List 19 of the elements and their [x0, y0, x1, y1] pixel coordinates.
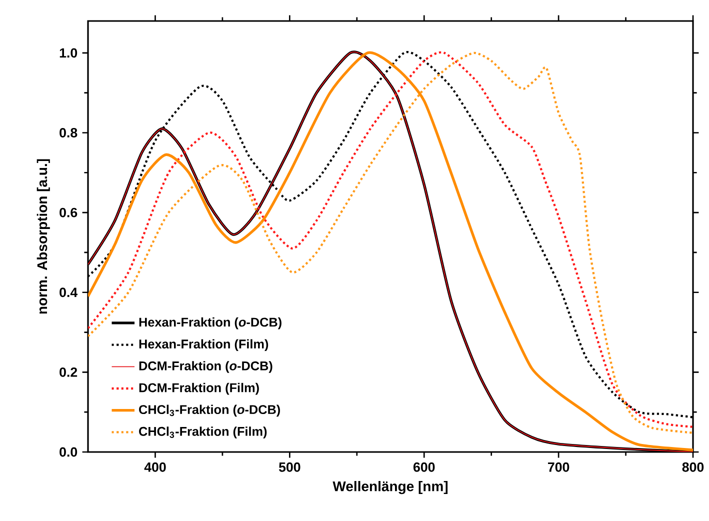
x-tick-label: 400	[144, 462, 166, 472]
legend-label: Hexan-Fraktion (o-DCB)	[139, 317, 282, 330]
legend-label: CHCl$_{3}$-Fraktion (Film)	[139, 426, 267, 438]
x-tick-label: 500	[278, 462, 300, 472]
legend-label: CHCl$_{3}$-Fraktion (o-DCB)	[139, 404, 280, 417]
legend-label: DCM-Fraktion (Film)	[139, 382, 259, 395]
y-tick-label: 0.2	[60, 367, 78, 377]
y-tick-label: 0.6	[60, 208, 78, 218]
x-tick-label: 800	[682, 462, 704, 472]
legend-label: DCM-Fraktion (o-DCB)	[139, 361, 272, 373]
y-tick-label: 1.0	[60, 48, 78, 58]
y-tick-label: 0.0	[60, 447, 78, 457]
y-axis-title: norm. Absorption [a.u.]	[36, 159, 50, 314]
x-axis-title: Wellenlänge [nm]	[332, 481, 448, 494]
x-tick-label: 700	[548, 462, 570, 472]
x-tick-label: 600	[413, 462, 435, 472]
y-tick-label: 0.4	[60, 288, 78, 298]
legend-label: Hexan-Fraktion (Film)	[139, 339, 268, 352]
y-tick-label: 0.8	[60, 128, 78, 138]
